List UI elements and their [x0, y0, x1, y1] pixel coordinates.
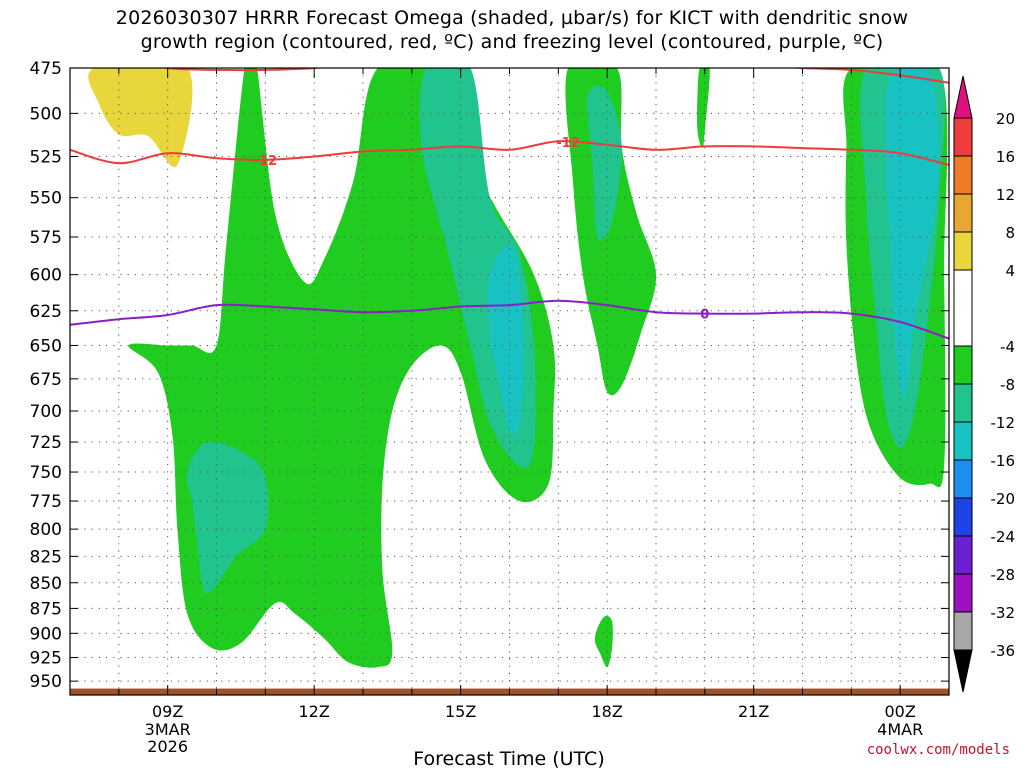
- y-tick-label-8: 675: [30, 370, 62, 390]
- contour-label-0-1: -12: [556, 136, 580, 151]
- y-tick-label-6: 625: [30, 302, 62, 322]
- title-line-1: 2026030307 HRRR Forecast Omega (shaded, …: [115, 7, 909, 29]
- contour-0: [70, 140, 949, 166]
- y-tick-label-12: 775: [30, 492, 62, 512]
- y-tick-label-18: 925: [30, 649, 62, 669]
- colorbar-label-8: -16: [991, 452, 1016, 470]
- y-tick-label-1: 500: [30, 104, 62, 124]
- colorbar-label-10: -24: [991, 528, 1016, 546]
- contour-2: [70, 299, 949, 340]
- colorbar-label-9: -20: [991, 490, 1016, 508]
- colorbar-bin-7: [953, 383, 973, 423]
- grid-lines: [69, 67, 950, 695]
- y-tick-label-13: 800: [30, 520, 62, 540]
- colorbar-label-13: -36: [991, 642, 1016, 660]
- x-axis-label: Forecast Time (UTC): [413, 748, 604, 768]
- omega-region-5: [186, 441, 269, 594]
- colorbar-bin-11: [953, 535, 973, 575]
- y-tick-label-15: 850: [30, 574, 62, 594]
- x-tick-sublabel-5-0: 4MAR: [877, 720, 923, 739]
- x-tick-label-2: 15Z: [445, 702, 476, 721]
- colorbar-bin-2: [953, 155, 973, 195]
- y-tick-label-10: 725: [30, 433, 62, 453]
- chart-title: 2026030307 HRRR Forecast Omega (shaded, …: [0, 6, 1024, 54]
- y-axis: 475 500 525 550 575 600 625 650 675 700 725 750 775 8…: [30, 59, 949, 692]
- title-line-2: growth region (contoured, red, ºC) and f…: [140, 31, 884, 53]
- y-tick-label-0: 475: [30, 59, 62, 79]
- colorbar-bin-6: [953, 345, 973, 385]
- colorbar-bin-5: [953, 269, 973, 347]
- y-tick-label-5: 600: [30, 266, 62, 286]
- colorbar-bin-4: [953, 231, 973, 271]
- y-tick-label-16: 875: [30, 599, 62, 619]
- colorbar-label-12: -32: [991, 604, 1016, 622]
- colorbar-label-3: 8: [1005, 224, 1015, 242]
- x-tick-label-1: 12Z: [299, 702, 330, 721]
- colorbar-top-arrow: [953, 75, 973, 119]
- x-tick-label-0: 09Z: [152, 702, 183, 721]
- colorbar-bin-9: [953, 459, 973, 499]
- colorbar-bin-1: [953, 117, 973, 157]
- omega-shaded-regions: [88, 68, 948, 668]
- omega-region-1: [565, 68, 657, 396]
- y-tick-label-19: 950: [30, 672, 62, 692]
- y-tick-label-4: 575: [30, 228, 62, 248]
- y-tick-label-2: 525: [30, 148, 62, 168]
- colorbar-bin-10: [953, 497, 973, 537]
- omega-region-11: [88, 68, 193, 168]
- omega-region-7: [587, 85, 622, 241]
- colorbar-bin-8: [953, 421, 973, 461]
- colorbar-bottom-arrow: [953, 649, 973, 693]
- colorbar-label-4: 4: [1005, 262, 1015, 280]
- x-tick-label-5: 00Z: [885, 702, 916, 721]
- x-tick-label-3: 18Z: [592, 702, 623, 721]
- y-tick-label-11: 750: [30, 463, 62, 483]
- colorbar-legend: 20 16 12 8 4 -4 -8 -12 -16 -20 -24 -28 -32 -36: [953, 75, 1016, 693]
- colorbar-label-11: -28: [991, 566, 1016, 584]
- omega-region-10: [885, 68, 940, 399]
- colorbar-label-6: -8: [1000, 376, 1015, 394]
- colorbar-bin-3: [953, 193, 973, 233]
- y-tick-label-9: 700: [30, 402, 62, 422]
- colorbar-label-2: 12: [996, 186, 1015, 204]
- colorbar-label-1: 16: [996, 148, 1015, 166]
- colorbar-label-7: -12: [991, 414, 1016, 432]
- source-credit: coolwx.com/models: [866, 742, 1010, 758]
- y-tick-label-17: 900: [30, 624, 62, 644]
- contour-label-2-0: 0: [700, 308, 709, 323]
- x-tick-sublabel-0-0: 3MAR: [145, 720, 191, 739]
- colorbar-label-5: -4: [1000, 338, 1015, 356]
- x-tick-sublabel-0-1: 2026: [147, 737, 188, 756]
- omega-region-9: [488, 244, 525, 434]
- x-tick-label-4: 21Z: [738, 702, 769, 721]
- y-tick-label-14: 825: [30, 547, 62, 567]
- omega-region-2: [697, 68, 710, 149]
- y-tick-label-3: 550: [30, 189, 62, 209]
- contour-label-0-0: -12: [254, 154, 278, 169]
- colorbar-bin-12: [953, 573, 973, 613]
- colorbar-label-0: 20: [996, 110, 1015, 128]
- y-tick-label-7: 650: [30, 336, 62, 356]
- omega-region-3: [594, 615, 613, 668]
- colorbar-bin-13: [953, 611, 973, 651]
